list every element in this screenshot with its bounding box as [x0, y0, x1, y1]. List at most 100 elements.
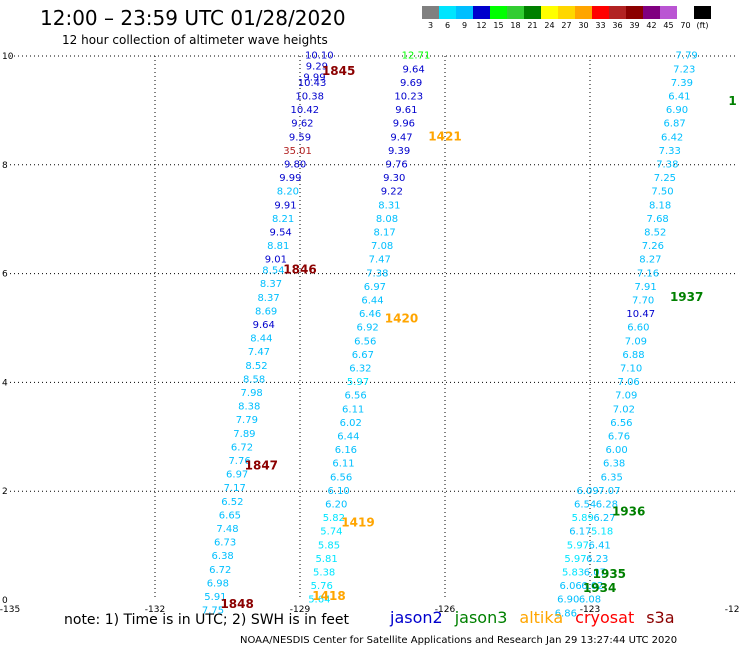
data-point-label: 6.42 [661, 132, 683, 143]
data-point-label: 8.08 [376, 214, 398, 225]
data-point-label: 8.27 [639, 255, 661, 266]
data-point-label: 6.56 [330, 472, 352, 483]
y-tick-label: 4 [2, 378, 8, 388]
data-point-label: 9.62 [291, 119, 313, 130]
x-tick-label: -123 [580, 605, 600, 615]
colorbar-cell: 12 [473, 6, 490, 31]
data-point-label: 6.54 [574, 500, 596, 511]
data-point-label: 5.85 [318, 540, 340, 551]
colorbar-cell: 9 [456, 6, 473, 31]
data-point-label: 9.99 [279, 173, 301, 184]
data-point-label: 6.35 [601, 472, 623, 483]
colorbar-label: 45 [663, 21, 674, 30]
data-point-label: 5.91 [204, 592, 226, 603]
colorbar-cell: (ft) [694, 6, 711, 31]
data-point-label: 9.76 [386, 160, 408, 171]
data-point-label: 8.37 [257, 293, 279, 304]
colorbar-cell: 70 [677, 6, 694, 31]
data-point-label: 10.23 [394, 92, 423, 103]
colorbar-cell: 3 [422, 6, 439, 31]
colorbar-swatch [473, 6, 490, 19]
data-point-label: 7.06 [618, 377, 640, 388]
color-scale-legend: 3 6 9 12 15 18 21 24 27 30 33 36 39 42 45 70 (ft) [422, 6, 711, 31]
time-annotation: 1936 [612, 505, 645, 519]
colorbar-swatch [490, 6, 507, 19]
data-point-label: 6.87 [663, 119, 685, 130]
colorbar-cell: 45 [660, 6, 677, 31]
y-tick-label: 0 [2, 596, 8, 606]
colorbar-swatch [558, 6, 575, 19]
data-point-label: 6.00 [605, 445, 627, 456]
colorbar-label: 42 [646, 21, 657, 30]
colorbar-swatch [439, 6, 456, 19]
data-point-label: 5.83 [562, 568, 584, 579]
data-point-label: 7.08 [371, 241, 393, 252]
data-point-label: 6.86 [555, 608, 577, 619]
data-point-label: 6.44 [337, 432, 359, 443]
data-point-label: 10.43 [298, 78, 327, 89]
data-point-label: 8.69 [255, 306, 277, 317]
data-point-label: 5.81 [315, 554, 337, 565]
colorbar-label: 36 [612, 21, 623, 30]
data-point-label: 6.56 [344, 391, 366, 402]
data-point-label: 9.64 [402, 64, 424, 75]
data-point-label: 8.54 [262, 266, 284, 277]
data-point-label: 9.96 [393, 119, 415, 130]
data-point-label: 6.32 [349, 364, 371, 375]
data-point-label: 6.65 [219, 510, 241, 521]
colorbar-swatch [541, 6, 558, 19]
colorbar-cell: 42 [643, 6, 660, 31]
time-annotation: 1418 [312, 589, 345, 603]
data-point-label: 6.72 [231, 442, 253, 453]
page-subtitle: 12 hour collection of altimeter wave hei… [62, 33, 328, 47]
data-point-label: 5.82 [323, 513, 345, 524]
data-point-label: 7.25 [654, 173, 676, 184]
colorbar-label: 70 [680, 21, 691, 30]
data-point-label: 6.16 [335, 445, 357, 456]
data-point-label: 8.52 [245, 361, 267, 372]
data-point-label: 7.89 [233, 429, 255, 440]
data-point-label: 7.17 [224, 483, 246, 494]
time-annotation: 1937 [670, 290, 703, 304]
data-point-label: 6.11 [332, 459, 354, 470]
annotation-layer: 1845 1846 1847 1848 1421 1420 1419 1418 1937 1936… [220, 64, 736, 611]
colorbar-label: 30 [578, 21, 589, 30]
page-title: 12:00 – 23:59 UTC 01/28/2020 [40, 6, 346, 30]
time-annotation: 1935 [593, 567, 626, 581]
colorbar-cell: 33 [592, 6, 609, 31]
data-point-label: 6.90 [666, 105, 688, 116]
data-point-label: 7.68 [647, 214, 669, 225]
data-point-label: 10.47 [626, 309, 655, 320]
x-tick-label: -135 [0, 605, 20, 615]
data-point-label: 9.30 [383, 173, 405, 184]
colorbar-label: 18 [510, 21, 521, 30]
data-point-label: 10.42 [291, 105, 320, 116]
data-point-label: 7.48 [216, 524, 238, 535]
time-annotation: 1421 [428, 129, 461, 143]
data-point-label: 9.22 [381, 187, 403, 198]
colorbar-swatch [609, 6, 626, 19]
data-point-label: 6.41 [668, 92, 690, 103]
data-point-label: 6.27 [593, 513, 615, 524]
data-point-label: 7.09 [615, 391, 637, 402]
data-point-label: 6.44 [361, 296, 383, 307]
data-point-label: 7.38 [656, 160, 678, 171]
colorbar-swatch [660, 6, 677, 19]
colorbar-swatch [507, 6, 524, 19]
data-point-label: 5.97 [567, 540, 589, 551]
data-point-label: 5.76 [311, 581, 333, 592]
data-point-label: 6.88 [622, 350, 644, 361]
colorbar-label: 15 [493, 21, 504, 30]
y-tick-label: 10 [2, 52, 14, 62]
data-point-label: 9.29 [306, 62, 328, 73]
legend-item-cryosat: cryosat [575, 608, 635, 627]
data-point-label: 7.98 [241, 388, 263, 399]
x-tick-label: -120 [725, 605, 740, 615]
colorbar-cell: 18 [507, 6, 524, 31]
x-tick-label: -129 [290, 605, 311, 615]
data-point-label: 6.98 [207, 578, 229, 589]
colorbar-cell: 36 [609, 6, 626, 31]
data-point-label: 6.09 [576, 486, 598, 497]
data-point-label: 6.28 [596, 500, 618, 511]
